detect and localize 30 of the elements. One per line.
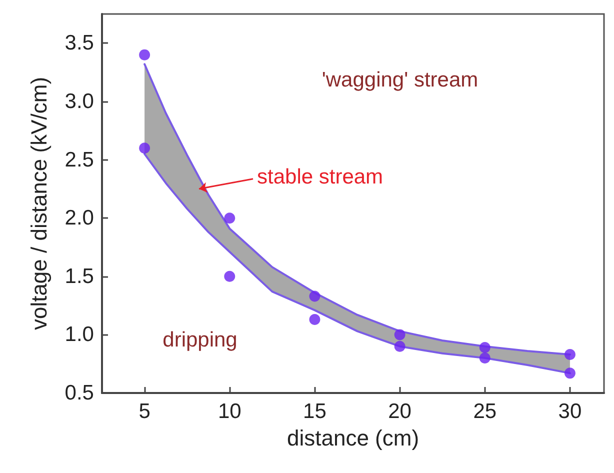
point: [309, 314, 320, 326]
y-tick-label: 3.5: [64, 32, 94, 55]
point: [139, 142, 150, 154]
point: [564, 368, 576, 379]
x-axis-title: distance (cm): [286, 426, 420, 450]
x-tick-label: 30: [558, 400, 582, 423]
point: [479, 352, 490, 364]
x-tick-label: 15: [303, 400, 326, 423]
point: [394, 340, 406, 352]
point: [479, 342, 490, 354]
point: [224, 212, 236, 224]
point: [394, 329, 406, 340]
x-tick-label: 5: [138, 400, 150, 423]
annotation: dripping: [162, 328, 238, 352]
annotation: 'wagging' stream: [322, 68, 478, 92]
x-tick-label: 20: [388, 400, 412, 423]
y-tick-label: 2.0: [64, 206, 94, 230]
y-axis-title: voltage / distance (kV/cm): [26, 76, 52, 330]
point: [309, 290, 320, 302]
y-tick-label: 1.5: [64, 264, 94, 288]
point: [139, 49, 150, 60]
x-tick-label: 10: [218, 400, 242, 423]
y-tick-label: 3.0: [64, 90, 94, 113]
point: [224, 270, 236, 282]
x-tick-label: 25: [473, 400, 497, 423]
y-tick-label: 2.5: [64, 148, 94, 172]
point: [564, 349, 576, 360]
annotation: stable stream: [256, 165, 384, 188]
y-tick-label: 0.5: [64, 382, 94, 404]
y-tick-label: 1.0: [64, 323, 94, 346]
